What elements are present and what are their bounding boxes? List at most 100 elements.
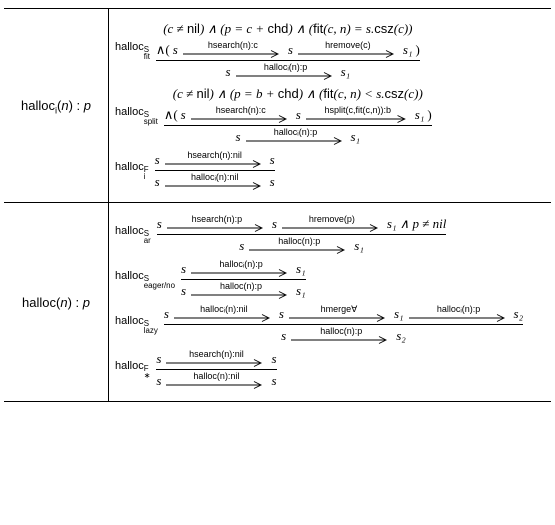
transition: shsearch(n):pshremove(p)s₁ ∧ p ≠ nil xyxy=(157,215,447,232)
rule-line xyxy=(155,170,275,171)
row-header: halloci(n) : p xyxy=(21,98,91,113)
arrow-label: halloc(n):p xyxy=(320,327,362,336)
arrow-label: hremove(p) xyxy=(309,215,355,224)
state: s₁ xyxy=(341,64,351,80)
rule-line xyxy=(156,60,420,61)
arrow: hallocᵢ(n):p xyxy=(409,305,509,322)
state: s xyxy=(281,328,286,344)
arrow: hsearch(n):c xyxy=(183,41,283,58)
rule-body: shallocᵢ(n):ps₁shalloc(n):ps₁ xyxy=(181,260,306,299)
arrow-label: halloc(n):p xyxy=(220,282,262,291)
inference-rule: hallocSeager/noshallocᵢ(n):ps₁shalloc(n)… xyxy=(115,260,545,299)
arrow: hmerge∀ xyxy=(289,305,389,322)
rule-body: shsearch(n):nilsshalloc(n):nils xyxy=(156,350,276,389)
state: s xyxy=(239,238,244,254)
arrow-shaft xyxy=(165,182,265,190)
arrow: hsearch(n):nil xyxy=(166,350,266,367)
arrow: hremove(c) xyxy=(298,41,398,58)
precondition: (c ≠ nil) ∧ (p = c + chd) ∧ (fit(c, n) =… xyxy=(163,21,412,37)
precondition: (c ≠ nil) ∧ (p = b + chd) ∧ (fit(c, n) <… xyxy=(173,86,423,102)
state: s₁ xyxy=(403,42,413,58)
state: s xyxy=(271,373,276,389)
arrow-shaft xyxy=(246,137,346,145)
arrow-label: hallocᵢ(n):p xyxy=(274,128,317,137)
premise: (c ≠ nil) ∧ (p = b + chd) ∧ (fit(c, n) <… xyxy=(164,86,432,123)
arrow: halloc(n):p xyxy=(191,282,291,299)
arrow-shaft xyxy=(282,224,382,232)
state: s xyxy=(173,42,178,58)
transition: shalloc(n):ps₁ xyxy=(239,237,364,254)
transition: shallocᵢ(n):nils xyxy=(155,173,275,190)
state: s xyxy=(270,152,275,168)
arrow-label: hallocᵢ(n):p xyxy=(437,305,480,314)
state: s xyxy=(156,373,161,389)
rule-body: shallocᵢ(n):nilshmerge∀s₁hallocᵢ(n):ps₂s… xyxy=(164,305,523,344)
row-header-cell: halloci(n) : p xyxy=(4,9,109,202)
arrow: hsearch(n):c xyxy=(191,106,291,123)
inference-rule: hallocSsplit(c ≠ nil) ∧ (p = b + chd) ∧ … xyxy=(115,86,545,145)
rule-label: hallocSeager/no xyxy=(115,270,175,290)
transition: shsearch(n):nils xyxy=(156,350,276,367)
inference-rule: hallocSlazyshallocᵢ(n):nilshmerge∀s₁hall… xyxy=(115,305,545,344)
state: s xyxy=(164,306,169,322)
arrow: halloc(n):nil xyxy=(166,372,266,389)
state: s₁ xyxy=(296,283,306,299)
conclusion: shallocᵢ(n):nils xyxy=(155,173,275,190)
arrow: hallocᵢ(n):nil xyxy=(174,305,274,322)
state: s₁ xyxy=(351,129,361,145)
premise: shallocᵢ(n):ps₁ xyxy=(181,260,306,277)
rule-label: hallocSlazy xyxy=(115,315,158,335)
state: s xyxy=(271,351,276,367)
state: s xyxy=(181,261,186,277)
table-row: halloc(n) : phallocSarshsearch(n):pshrem… xyxy=(4,202,551,401)
conclusion: shalloc(n):ps₁ xyxy=(239,237,364,254)
transition: shallocᵢ(n):nilshmerge∀s₁hallocᵢ(n):ps₂ xyxy=(164,305,523,322)
conclusion: s halloc(n):nil s xyxy=(156,372,276,389)
state: s xyxy=(155,174,160,190)
arrow-label: hallocᵢ(n):nil xyxy=(200,305,247,314)
arrow-shaft xyxy=(291,336,391,344)
arrow-shaft xyxy=(298,50,398,58)
rule-line xyxy=(156,369,276,370)
arrow-label: hallocᵢ(n):p xyxy=(219,260,262,269)
arrow-label: hsplit(c,fit(c,n)):b xyxy=(325,106,392,115)
state: s xyxy=(279,306,284,322)
conclusion: s hallocᵢ(n):p s₁ xyxy=(226,63,351,80)
rule-body: (c ≠ nil) ∧ (p = b + chd) ∧ (fit(c, n) <… xyxy=(164,86,432,145)
inference-rule: hallocSarshsearch(n):pshremove(p)s₁ ∧ p … xyxy=(115,215,545,254)
transition: s halloc(n):p s₂ xyxy=(281,327,406,344)
arrow-label: hmerge∀ xyxy=(321,305,358,314)
arrow: hallocᵢ(n):p xyxy=(236,63,336,80)
arrow-label: hsearch(n):nil xyxy=(187,151,242,160)
arrow-shaft xyxy=(174,314,274,322)
state: s₁ xyxy=(354,238,364,254)
arrow-label: hremove(c) xyxy=(325,41,371,50)
arrow-shaft xyxy=(166,359,266,367)
state: s₂ xyxy=(396,328,406,344)
state: s₁ ∧ p ≠ nil xyxy=(387,216,446,232)
premise: shsearch(n):nils xyxy=(155,151,275,168)
state: s₂ xyxy=(514,306,524,322)
state: s xyxy=(226,64,231,80)
table-row: halloci(n) : p hallocSfit(c ≠ nil) ∧ (p =… xyxy=(4,9,551,202)
arrow: hallocᵢ(n):nil xyxy=(165,173,265,190)
state: s xyxy=(288,42,293,58)
state: s xyxy=(235,129,240,145)
inference-rule: hallocSfit(c ≠ nil) ∧ (p = c + chd) ∧ (f… xyxy=(115,21,545,80)
suffix: ) xyxy=(415,42,419,58)
state: s xyxy=(157,216,162,232)
row-rules-cell: hallocSfit(c ≠ nil) ∧ (p = c + chd) ∧ (f… xyxy=(109,9,551,202)
arrow-shaft xyxy=(306,115,410,123)
arrow: hremove(p) xyxy=(282,215,382,232)
row-header: halloc(n) : p xyxy=(22,295,90,310)
arrow: hallocᵢ(n):p xyxy=(246,128,346,145)
rules-table: halloci(n) : p hallocSfit(c ≠ nil) ∧ (p =… xyxy=(4,8,551,402)
transition: ∧(shsearch(n):cshremove(c)s₁) xyxy=(156,41,420,58)
arrow: hallocᵢ(n):p xyxy=(191,260,291,277)
rule-line xyxy=(157,234,447,235)
arrow-shaft xyxy=(191,269,291,277)
conclusion: shalloc(n):ps₁ xyxy=(181,282,306,299)
arrow-label: hallocᵢ(n):nil xyxy=(191,173,238,182)
arrow-shaft xyxy=(167,224,267,232)
rule-body: shsearch(n):pshremove(p)s₁ ∧ p ≠ nilshal… xyxy=(157,215,447,254)
